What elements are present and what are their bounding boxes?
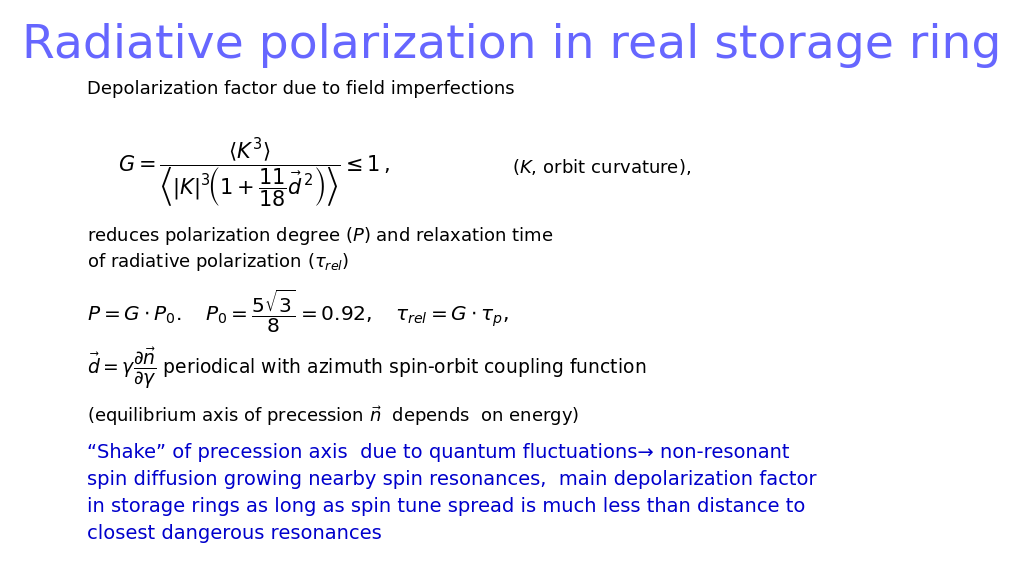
Text: reduces polarization degree ($P$) and relaxation time: reduces polarization degree ($P$) and re… bbox=[87, 225, 554, 247]
Text: Depolarization factor due to field imperfections: Depolarization factor due to field imper… bbox=[87, 80, 515, 98]
Text: Radiative polarization in real storage ring: Radiative polarization in real storage r… bbox=[23, 23, 1001, 68]
Text: spin diffusion growing nearby spin resonances,  main depolarization factor: spin diffusion growing nearby spin reson… bbox=[87, 470, 817, 488]
Text: $G = \dfrac{\langle K^3 \rangle}{\left\langle |K|^3\!\left(1+\dfrac{11}{18}\vec{: $G = \dfrac{\langle K^3 \rangle}{\left\l… bbox=[118, 136, 390, 210]
Text: closest dangerous resonances: closest dangerous resonances bbox=[87, 524, 382, 543]
Text: $P = G \cdot P_0. \quad P_0 = \dfrac{5\sqrt{3}}{8} = 0.92, \quad \tau_{rel} = G : $P = G \cdot P_0. \quad P_0 = \dfrac{5\s… bbox=[87, 287, 509, 335]
Text: in storage rings as long as spin tune spread is much less than distance to: in storage rings as long as spin tune sp… bbox=[87, 497, 806, 516]
Text: $\vec{d} = \gamma \dfrac{\partial \vec{n}}{\partial \gamma}$ periodical with azi: $\vec{d} = \gamma \dfrac{\partial \vec{n… bbox=[87, 346, 646, 391]
Text: (equilibrium axis of precession $\vec{n}$  depends  on energy): (equilibrium axis of precession $\vec{n}… bbox=[87, 404, 580, 428]
Text: $(K,\,\mathrm{orbit\ curvature}),$: $(K,\,\mathrm{orbit\ curvature}),$ bbox=[512, 157, 691, 177]
Text: of radiative polarization ($\tau_{rel}$): of radiative polarization ($\tau_{rel}$) bbox=[87, 251, 349, 273]
Text: “Shake” of precession axis  due to quantum fluctuations→ non-resonant: “Shake” of precession axis due to quantu… bbox=[87, 443, 790, 461]
